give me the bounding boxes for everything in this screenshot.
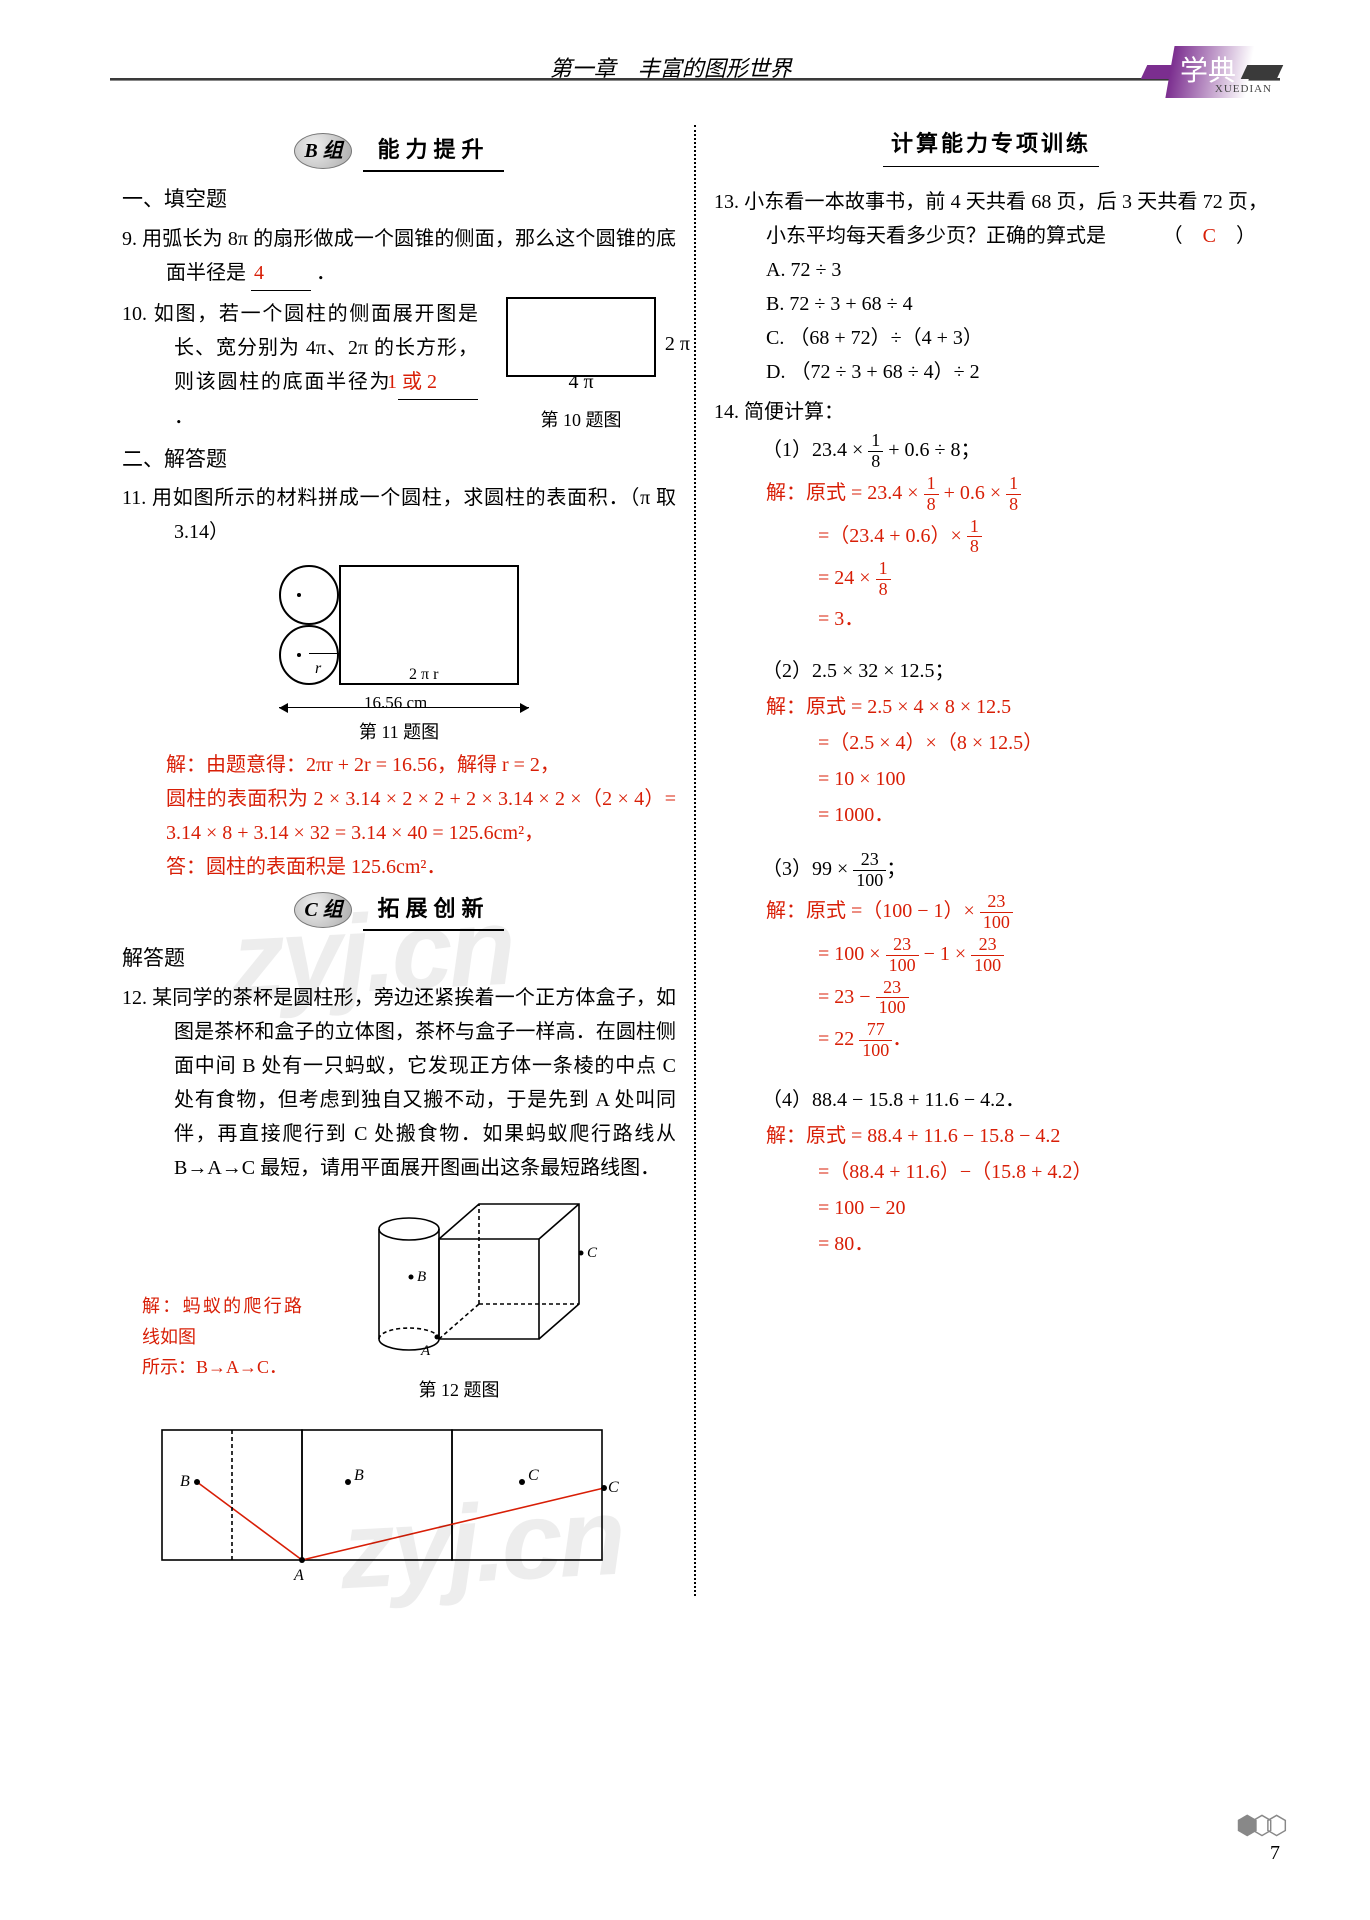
q9-answer: 4	[251, 256, 311, 291]
q14-2-solution: 解：原式 = 2.5 × 4 × 8 × 12.5 =（2.5 × 4）×（8 …	[714, 690, 1268, 832]
group-b-header: B 组 能力提升	[122, 131, 676, 172]
q14-3-solution: 解：原式 =（100 − 1）× 23100 = 100 × 23100 − 1…	[714, 892, 1268, 1060]
q14-4: （4）88.4 − 15.8 + 11.6 − 4.2．	[714, 1083, 1268, 1117]
special-training-title: 计算能力专项训练	[714, 125, 1268, 167]
column-divider	[694, 125, 696, 1596]
figure-12-unfold: B B A C C	[152, 1410, 632, 1590]
svg-text:C: C	[528, 1467, 539, 1484]
group-c-header: C 组 拓展创新	[122, 890, 676, 931]
chapter-title: 第一章 丰富的图形世界	[550, 50, 792, 87]
question-14: 14. 简便计算： （1）23.4 × 18 + 0.6 ÷ 8； 解：原式 =…	[714, 395, 1268, 1260]
q14-1-solution: 解：原式 = 23.4 × 18 + 0.6 × 18 =（23.4 + 0.6…	[714, 474, 1268, 636]
q13-answer: C	[1203, 225, 1216, 247]
q14-4-solution: 解：原式 = 88.4 + 11.6 − 15.8 − 4.2 =（88.4 +…	[714, 1119, 1268, 1261]
svg-text:A: A	[293, 1567, 304, 1584]
question-11: 11. 用如图所示的材料拼成一个圆柱，求圆柱的表面积．（π 取 3.14） r …	[122, 481, 676, 884]
section-fill-blank: 一、填空题	[122, 182, 676, 218]
q14-1: （1）23.4 × 18 + 0.6 ÷ 8；	[714, 431, 1268, 472]
section-solve: 二、解答题	[122, 442, 676, 478]
question-13: 13. 小东看一本故事书，前 4 天共看 68 页，后 3 天共看 72 页，小…	[714, 185, 1268, 389]
q12-solution: 解：蚂蚁的爬行路线如图 所示：B→A→C．	[122, 1291, 302, 1383]
svg-text:A: A	[420, 1343, 431, 1359]
question-9: 9. 用弧长为 8π 的扇形做成一个圆锥的侧面，那么这个圆锥的底面半径是 4 ．	[122, 222, 676, 291]
question-10: 4 π 2 π 第 10 题图 10. 如图，若一个圆柱的侧面展开图是长、宽分别…	[122, 297, 676, 436]
svg-text:C: C	[587, 1245, 598, 1261]
svg-text:B: B	[180, 1473, 190, 1490]
left-column: B 组 能力提升 一、填空题 9. 用弧长为 8π 的扇形做成一个圆锥的侧面，那…	[110, 125, 688, 1596]
question-12: 12. 某同学的茶杯是圆柱形，旁边还紧挨着一个正方体盒子，如图是茶杯和盒子的立体…	[122, 981, 676, 1590]
svg-text:C: C	[608, 1479, 619, 1496]
svg-text:B: B	[354, 1467, 364, 1484]
q10-answer: 1 或 2	[398, 365, 478, 400]
right-column: 计算能力专项训练 13. 小东看一本故事书，前 4 天共看 68 页，后 3 天…	[702, 125, 1280, 1596]
svg-text:B: B	[417, 1269, 426, 1285]
figure-12: B A C	[349, 1189, 629, 1379]
page-header: 第一章 丰富的图形世界 学典 XUEDIAN	[110, 50, 1280, 100]
figure-10: 4 π 2 π 第 10 题图	[486, 297, 676, 436]
q11-solution: 解：由题意得：2πr + 2r = 16.56，解得 r = 2， 圆柱的表面积…	[122, 748, 676, 884]
figure-11: r 2 π r 16.56 cm	[269, 555, 529, 715]
q14-2: （2）2.5 × 32 × 12.5；	[714, 654, 1268, 688]
page-number: 7	[1270, 1836, 1280, 1870]
q14-3: （3）99 × 23100；	[714, 850, 1268, 891]
section-solve-2: 解答题	[122, 941, 676, 977]
brand-logo: 学典 XUEDIAN	[1144, 46, 1280, 98]
